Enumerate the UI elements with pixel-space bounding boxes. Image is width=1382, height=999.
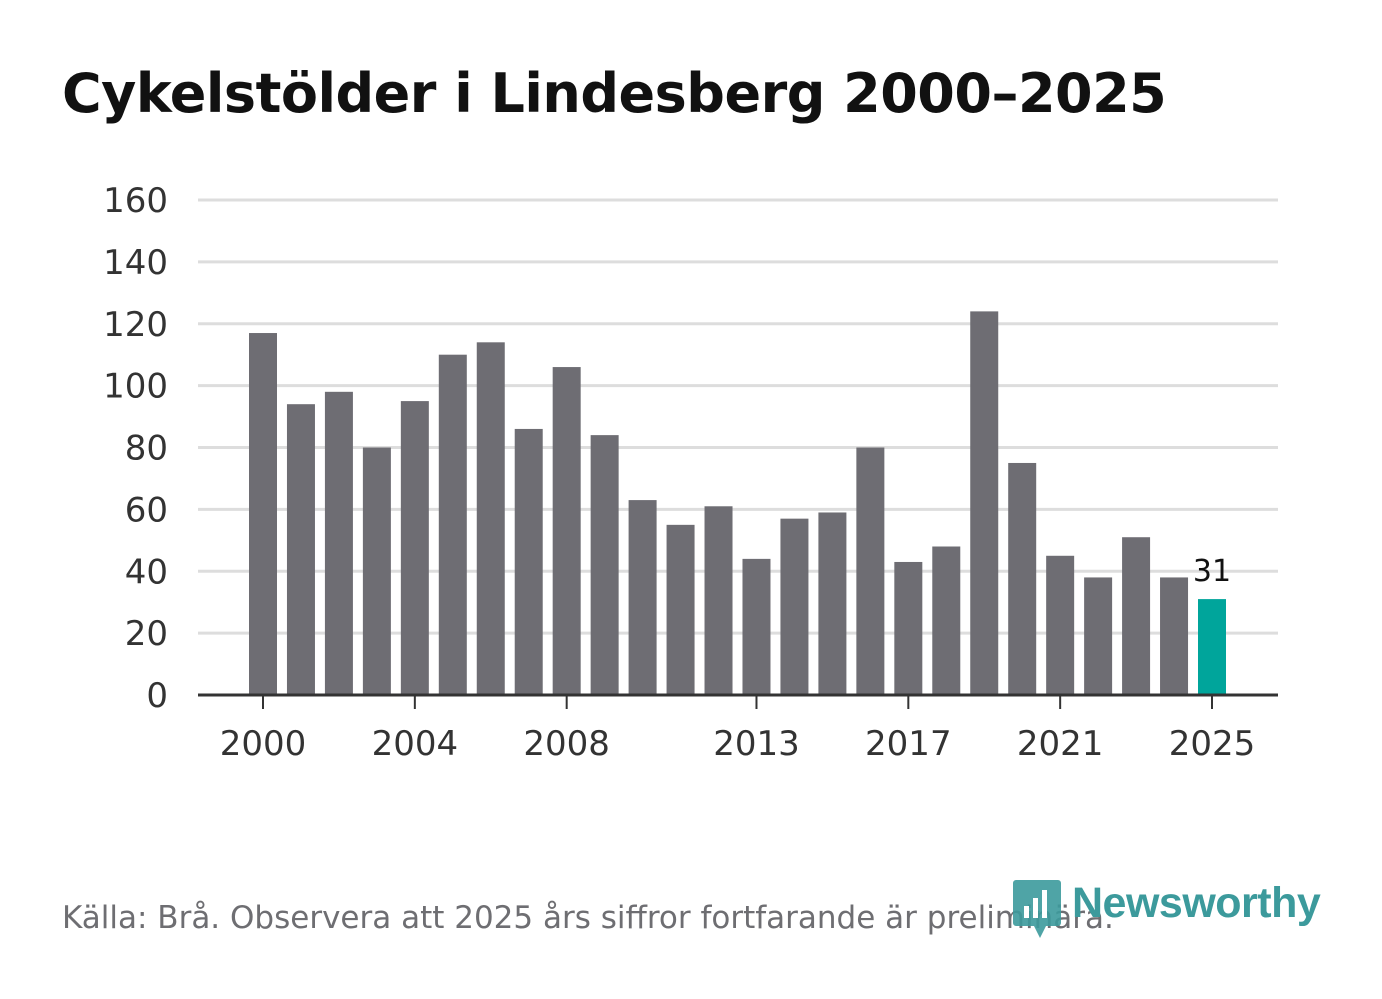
bar-2013 [742, 558, 771, 695]
y-axis-ticks: 0 20 40 60 80 100 120 140 160 [103, 181, 168, 716]
bars [249, 311, 1226, 695]
x-tick-label: 2008 [523, 724, 610, 764]
y-tick-label: 100 [103, 367, 168, 407]
newsworthy-logo-icon [1012, 878, 1062, 938]
bar-2008 [552, 367, 581, 695]
bar-2005 [438, 354, 467, 695]
bar-2002 [324, 391, 353, 695]
bar-2012 [704, 506, 733, 695]
y-tick-label: 60 [125, 490, 168, 530]
newsworthy-logo[interactable]: Newsworthy [1012, 878, 1321, 938]
bar-2004 [400, 401, 429, 695]
bar-2009 [590, 435, 619, 695]
bar-2017 [894, 561, 923, 695]
y-tick-label: 40 [125, 552, 168, 592]
annotations: 31 [1193, 554, 1231, 589]
bar-2019 [970, 311, 999, 695]
bar-2025 [1198, 599, 1226, 695]
bar-2006 [476, 342, 505, 695]
y-tick-label: 140 [103, 243, 168, 283]
bar-2000 [249, 333, 277, 695]
chart-title: Cykelstölder i Lindesberg 2000–2025 [62, 62, 1167, 125]
bar-2020 [1008, 462, 1037, 695]
bar-2021 [1046, 555, 1075, 695]
bar-2015 [818, 512, 847, 695]
x-tick-label: 2025 [1169, 724, 1256, 764]
y-tick-label: 160 [103, 181, 168, 221]
x-tick-label: 2017 [865, 724, 952, 764]
y-tick-label: 120 [103, 305, 168, 345]
bar-2003 [362, 447, 391, 695]
bar-2023 [1122, 537, 1151, 695]
bar-2022 [1084, 577, 1113, 695]
x-axis-ticks: 2000 2004 2008 2013 2017 2021 2025 [220, 695, 1256, 764]
bar-2010 [628, 500, 657, 695]
bar-2007 [514, 428, 543, 695]
bar-2024 [1160, 577, 1189, 695]
y-tick-label: 80 [125, 429, 168, 469]
x-tick-label: 2013 [713, 724, 800, 764]
bar-2011 [666, 524, 695, 695]
x-tick-label: 2000 [220, 724, 307, 764]
x-tick-label: 2021 [1017, 724, 1104, 764]
bar-2014 [780, 518, 809, 695]
brand-name: Newsworthy [1072, 878, 1321, 927]
bar-2018 [932, 546, 961, 695]
y-tick-label: 20 [125, 614, 168, 654]
bar-2016 [856, 447, 885, 695]
bar-2001 [286, 404, 315, 695]
gridlines [198, 198, 1278, 635]
x-tick-label: 2004 [372, 724, 459, 764]
source-note: Källa: Brå. Observera att 2025 års siffr… [62, 900, 1114, 936]
y-tick-label: 0 [146, 676, 168, 716]
data-label: 31 [1193, 554, 1231, 589]
